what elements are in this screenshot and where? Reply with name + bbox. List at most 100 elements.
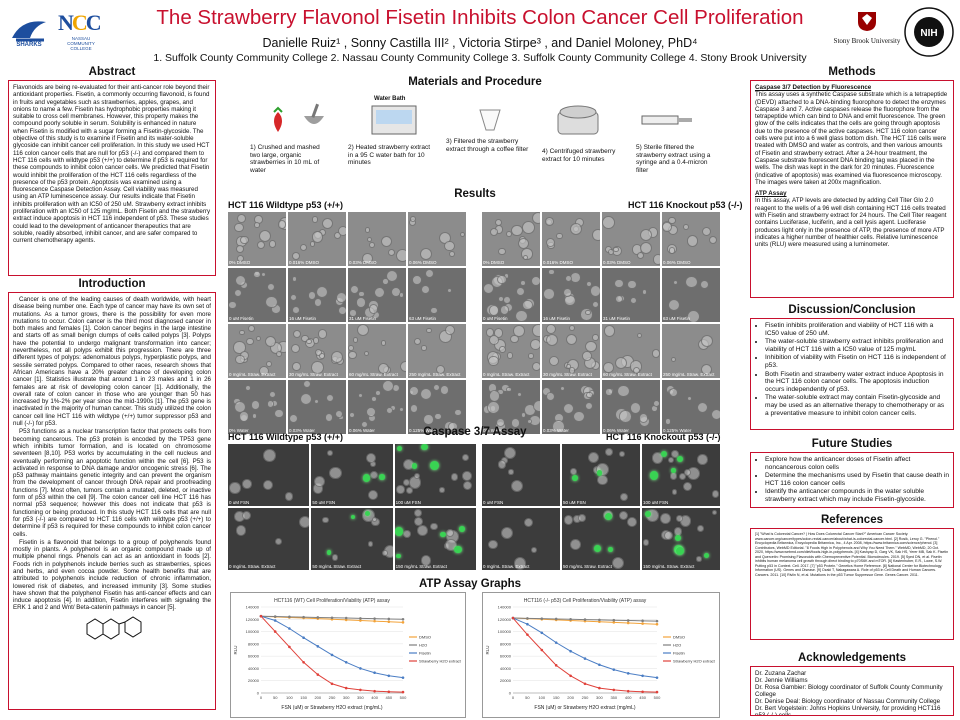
mortar-icon — [304, 103, 324, 124]
x-axis-label: FSN (uM) or Strawberry H2O extract (mg/m… — [281, 705, 382, 711]
stony-brook-logo-text: Stony Brook University — [833, 37, 901, 45]
data-point — [526, 622, 529, 626]
cell-shape — [495, 418, 505, 428]
cell-shape — [582, 351, 592, 362]
cell-shape — [245, 384, 252, 392]
y-tick-label: 0 — [509, 691, 512, 696]
micrograph-image: 0 mg/mL Straw. Extract — [482, 324, 540, 378]
cell-shape — [409, 404, 419, 414]
abstract-text: Flavonoids are being re-evaluated for th… — [13, 84, 211, 245]
cell-shape — [683, 482, 693, 492]
micrograph-label: 250 mg/mL Straw. Extract — [663, 372, 715, 377]
cell-shape — [327, 449, 334, 456]
data-point — [387, 620, 391, 624]
series-line — [512, 617, 658, 679]
micrograph-label: 0.06% DMSO — [409, 260, 437, 265]
cell-shape — [668, 387, 678, 397]
micrograph-label: 30 mg/mL Straw. Extract — [543, 372, 592, 377]
cell-shape — [299, 393, 313, 406]
cell-shape — [529, 339, 540, 350]
cell-shape — [409, 215, 417, 222]
cell-shape — [591, 300, 599, 308]
cell-shape — [700, 335, 713, 348]
cell-shape — [264, 335, 277, 348]
nih-seal-icon: NIH — [904, 7, 954, 57]
cell-shape — [511, 480, 524, 493]
data-point — [655, 676, 659, 679]
micrograph-label: 0.125% Water — [409, 428, 438, 433]
micrograph-label: 0.03% Water — [289, 428, 315, 433]
cell-shape — [348, 350, 357, 360]
introduction-heading: Introduction — [78, 278, 146, 290]
x-tick-label: 0 — [512, 695, 515, 700]
x-tick-label: 350 — [610, 695, 617, 700]
data-point — [330, 616, 334, 620]
cell-shape — [322, 516, 329, 524]
cell-shape — [322, 217, 334, 229]
cell-shape — [361, 253, 373, 265]
data-point — [273, 615, 277, 618]
acknowledgement-item: Dr. Rosa Gambier: Biology coordinator of… — [755, 684, 943, 698]
micrograph-image: 0 uM FSN — [228, 444, 310, 506]
micrograph-image: 100 uM FSN — [394, 444, 476, 506]
cell-shape — [237, 214, 247, 224]
data-point — [540, 617, 544, 620]
cell-shape — [335, 409, 344, 418]
cell-shape — [405, 486, 414, 495]
micrograph-label: 0 mg/mL Straw. Extract — [229, 372, 276, 377]
cell-shape — [399, 406, 405, 412]
micrograph-image: 0 uM Fisetin — [228, 268, 286, 322]
poster-affiliations: 1. Suffolk County Community College 2. N… — [153, 52, 807, 64]
micrograph-image: 31 uM Fisetin — [602, 268, 660, 322]
cell-shape — [591, 229, 600, 242]
methods-box: Caspase 3/7 Detection by Fluorescence Th… — [750, 80, 954, 298]
data-point — [612, 618, 616, 622]
cell-shape — [664, 418, 672, 425]
cell-shape — [568, 324, 575, 331]
cell-shape — [614, 278, 624, 288]
cell-shape — [696, 556, 702, 562]
data-point — [569, 649, 572, 653]
procedure-step-4: 4) Centrifuged strawberry extract for 10… — [542, 148, 616, 163]
y-tick-label: 80000 — [500, 641, 512, 646]
cell-shape — [300, 334, 309, 343]
cell-shape — [254, 222, 260, 228]
cell-shape — [545, 217, 555, 227]
data-point — [641, 619, 644, 623]
cell-shape — [670, 357, 677, 363]
references-text: [1] "What is Colorectal Cancer? | How Do… — [755, 532, 949, 577]
future-list: Explore how the anticancer doses of Fise… — [755, 456, 949, 504]
cell-shape — [532, 324, 540, 337]
cell-shape — [349, 284, 359, 294]
cell-shape — [348, 345, 354, 351]
y-tick-label: 20000 — [500, 678, 512, 683]
x-tick-label: 50 — [273, 695, 278, 700]
data-point — [344, 618, 348, 622]
cell-shape — [421, 285, 430, 295]
cell-shape — [374, 287, 386, 299]
cell-shape — [425, 269, 435, 279]
cell-shape — [236, 245, 244, 254]
data-point — [344, 660, 348, 664]
cell-shape — [306, 338, 312, 345]
data-point — [344, 616, 348, 620]
cell-shape — [298, 515, 310, 528]
cell-shape — [388, 249, 396, 257]
cell-shape — [618, 510, 629, 521]
cell-shape — [511, 224, 523, 237]
cell-shape — [292, 252, 300, 260]
cell-shape — [597, 474, 608, 485]
x-tick-label: 500 — [654, 695, 661, 700]
cell-shape — [330, 350, 344, 364]
cell-shape — [546, 238, 556, 248]
cell-shape — [627, 280, 637, 290]
data-point — [612, 688, 616, 692]
discussion-item: Fisetin inhibits proliferation and viabi… — [765, 322, 949, 337]
cell-shape — [711, 490, 720, 499]
x-tick-label: 450 — [385, 695, 392, 700]
apoptotic-cell-marker — [421, 444, 428, 451]
data-point — [540, 648, 544, 652]
cell-shape — [266, 400, 275, 408]
nih-logo: NIH — [903, 6, 955, 58]
cell-shape — [284, 492, 294, 501]
